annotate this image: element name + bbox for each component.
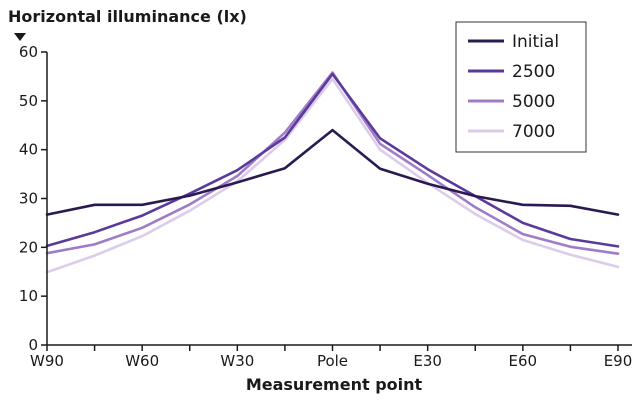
plot-area: [45, 71, 620, 274]
legend-label: 2500: [512, 62, 555, 82]
x-axis: W90 W60 W30 Pole E30 E60 E90: [30, 345, 632, 370]
series-line-Initial: [45, 128, 620, 216]
y-tick-label: 20: [19, 238, 38, 256]
y-tick-label: 30: [19, 190, 38, 208]
x-axis-title: Measurement point: [246, 375, 423, 394]
legend-label: Initial: [512, 32, 559, 52]
x-tick-label: E60: [509, 352, 538, 370]
x-tick-label: W30: [220, 352, 254, 370]
series-line-2500: [45, 72, 620, 248]
x-tick-label: W90: [30, 352, 64, 370]
legend-label: 5000: [512, 92, 555, 112]
y-axis-title: Horizontal illuminance (lx): [8, 7, 247, 26]
legend: Initial 2500 5000 7000: [455, 21, 587, 153]
x-tick-label: Pole: [317, 352, 348, 370]
x-tick-label: E90: [604, 352, 633, 370]
y-axis-arrow-marker: [14, 33, 26, 41]
y-tick-label: 60: [19, 43, 38, 61]
legend-label: 7000: [512, 122, 555, 142]
x-tick-label: W60: [125, 352, 159, 370]
y-tick-label: 10: [19, 287, 38, 305]
series-line-5000: [45, 71, 620, 255]
y-axis: 0 10 20 30 40 50 60: [19, 43, 47, 354]
y-tick-label: 50: [19, 92, 38, 110]
y-tick-label: 40: [19, 141, 38, 159]
x-tick-label: E30: [413, 352, 442, 370]
series-line-7000: [45, 77, 620, 274]
y-tick-label: 0: [28, 336, 38, 354]
